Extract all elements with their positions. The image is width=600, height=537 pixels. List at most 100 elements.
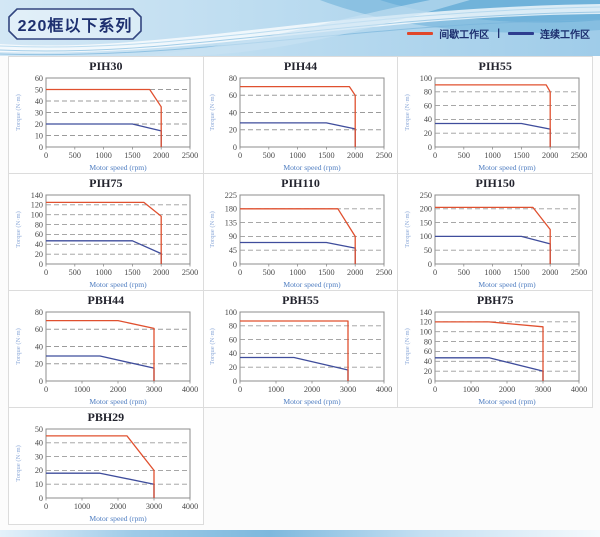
x-tick-label: 0 (433, 385, 437, 394)
y-tick-label: 0 (428, 260, 432, 269)
y-axis-label: Torque (N·m) (404, 328, 411, 365)
y-tick-label: 20 (35, 360, 43, 369)
y-tick-label: 0 (428, 377, 432, 386)
x-axis-label: Motor speed (rpm) (89, 280, 147, 289)
y-tick-label: 60 (424, 347, 432, 356)
x-tick-label: 3000 (535, 385, 551, 394)
x-tick-label: 0 (44, 385, 48, 394)
x-tick-label: 0 (44, 151, 48, 160)
x-tick-label: 0 (238, 385, 242, 394)
x-tick-label: 2500 (376, 151, 392, 160)
y-tick-label: 50 (35, 425, 43, 434)
y-tick-label: 20 (424, 129, 432, 138)
x-tick-label: 0 (238, 151, 242, 160)
y-tick-label: 60 (424, 101, 432, 110)
y-tick-label: 120 (420, 318, 432, 327)
series-intermittent (240, 85, 357, 147)
x-tick-label: 2000 (153, 268, 169, 277)
chart-plot-pih30: 0 10 20 30 40 50 60 0 500 1000 1500 2000 2500 Motor s… (15, 74, 198, 172)
continuous-line-swatch (508, 31, 534, 35)
y-tick-label: 20 (424, 367, 432, 376)
empty-grid-slot (203, 407, 399, 525)
x-tick-label: 2500 (571, 151, 587, 160)
chart-title: PIH75 (89, 176, 123, 190)
x-tick-label: 500 (68, 151, 80, 160)
x-tick-label: 1500 (319, 151, 335, 160)
chart-cell-pih55: PIH55 0 20 40 60 80 100 0 500 1000 1500 2000 2500 Mot… (397, 56, 593, 174)
y-tick-label: 40 (229, 108, 237, 117)
x-tick-label: 2500 (182, 268, 198, 277)
x-axis-label: Motor speed (rpm) (478, 163, 536, 172)
y-tick-label: 250 (420, 191, 432, 200)
y-tick-label: 0 (39, 260, 43, 269)
chart-title: PBH44 (87, 293, 125, 307)
y-tick-label: 30 (35, 108, 43, 117)
x-tick-label: 1000 (95, 151, 111, 160)
x-tick-label: 2000 (499, 385, 515, 394)
x-tick-label: 4000 (182, 385, 198, 394)
y-tick-label: 60 (229, 91, 237, 100)
y-tick-label: 140 (31, 191, 43, 200)
x-axis-label: Motor speed (rpm) (89, 163, 147, 172)
y-tick-label: 100 (420, 232, 432, 241)
legend: 间歇工作区 | 连续工作区 (407, 26, 590, 41)
legend-separator: | (497, 27, 500, 39)
chart-title: PIH110 (281, 176, 320, 190)
x-tick-label: 500 (263, 268, 275, 277)
y-tick-label: 60 (35, 230, 43, 239)
footer-wave-decoration (0, 530, 600, 537)
legend-continuous-label: 连续工作区 (540, 29, 590, 41)
y-tick-label: 20 (229, 363, 237, 372)
y-tick-label: 40 (35, 240, 43, 249)
chart-cell-pbh75: PBH75 0 20 40 60 80 100 120 140 0 1000 2000 3000 4000… (397, 290, 593, 408)
y-tick-label: 0 (233, 260, 237, 269)
x-axis-label: Motor speed (rpm) (478, 280, 536, 289)
series-intermittent (45, 319, 155, 381)
y-tick-label: 60 (35, 74, 43, 83)
chart-title: PIH44 (283, 59, 318, 73)
series-intermittent (45, 201, 162, 264)
x-tick-label: 1000 (74, 502, 90, 511)
y-tick-label: 40 (424, 357, 432, 366)
x-axis-label: Motor speed (rpm) (284, 163, 342, 172)
series-intermittent (435, 84, 552, 147)
x-tick-label: 2500 (376, 268, 392, 277)
x-tick-label: 1500 (124, 268, 140, 277)
y-tick-label: 10 (35, 480, 43, 489)
y-axis-label: Torque (N·m) (209, 211, 216, 248)
y-tick-label: 150 (420, 218, 432, 227)
y-tick-label: 80 (229, 322, 237, 331)
y-tick-label: 80 (35, 308, 43, 317)
x-tick-label: 500 (458, 268, 470, 277)
x-tick-label: 0 (433, 151, 437, 160)
x-tick-label: 0 (44, 268, 48, 277)
chart-title: PIH150 (475, 176, 515, 190)
x-axis-label: Motor speed (rpm) (89, 397, 147, 406)
x-axis-label: Motor speed (rpm) (284, 397, 342, 406)
y-tick-label: 40 (35, 97, 43, 106)
x-tick-label: 1500 (124, 151, 140, 160)
chart-grid: PIH30 0 10 20 30 40 50 60 0 500 1000 1500 2000 2500 Mo… (8, 56, 593, 525)
intermittent-line-swatch (407, 31, 434, 35)
chart-title: PBH55 (282, 293, 319, 307)
x-tick-label: 1000 (485, 151, 501, 160)
x-tick-label: 4000 (376, 385, 392, 394)
series-continuous (435, 122, 552, 147)
y-tick-label: 20 (35, 120, 43, 129)
page-title: 220框以下系列 (17, 18, 133, 35)
x-tick-label: 2000 (110, 385, 126, 394)
chart-cell-pbh55: PBH55 0 20 40 60 80 100 0 1000 2000 3000 4000 Motor … (202, 290, 399, 408)
series-continuous (45, 355, 155, 381)
y-tick-label: 100 (420, 328, 432, 337)
y-axis-label: Torque (N·m) (15, 445, 22, 482)
plot-frame (434, 77, 580, 148)
y-tick-label: 0 (39, 143, 43, 152)
chart-plot-pih44: 0 20 40 60 80 0 500 1000 1500 2000 2500 Motor speed… (209, 74, 392, 172)
y-tick-label: 80 (35, 220, 43, 229)
y-tick-label: 20 (35, 250, 43, 259)
legend-intermittent-label: 间歇工作区 (439, 29, 490, 41)
x-tick-label: 2500 (182, 151, 198, 160)
y-axis-label: Torque (N·m) (15, 328, 22, 365)
